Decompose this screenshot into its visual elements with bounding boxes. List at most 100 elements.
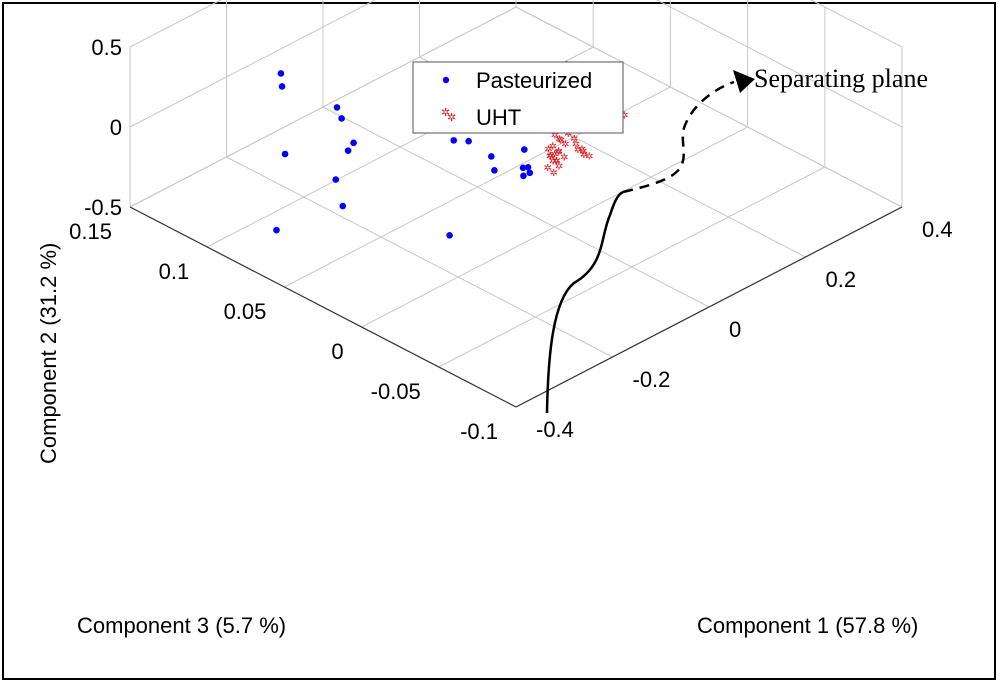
data-point-pasteurized bbox=[450, 137, 458, 144]
wall-grid-line bbox=[129, 0, 222, 48]
data-point-pasteurized bbox=[350, 139, 357, 147]
grid-lines bbox=[129, 0, 903, 408]
z-tick-label: -0.5 bbox=[84, 195, 122, 220]
data-point-uht: ✲✲ bbox=[549, 157, 563, 173]
legend-uht-marker: ✲ ✲ bbox=[441, 106, 456, 124]
data-point-pasteurized bbox=[446, 232, 453, 239]
wall-grid-line bbox=[655, 0, 903, 128]
svg-text:✲: ✲ bbox=[550, 168, 558, 179]
legend-uht-label: UHT bbox=[476, 105, 521, 130]
x-tick-label: -0.4 bbox=[536, 417, 574, 442]
svg-text:✲: ✲ bbox=[620, 110, 628, 121]
data-point-pasteurized bbox=[338, 115, 345, 122]
y-tick-label: 0.15 bbox=[69, 219, 112, 244]
data-point-pasteurized bbox=[519, 164, 527, 172]
svg-text:✲: ✲ bbox=[546, 151, 554, 162]
y-tick-label: -0.05 bbox=[371, 379, 421, 404]
svg-text:✲: ✲ bbox=[572, 139, 580, 150]
svg-text:✲: ✲ bbox=[549, 157, 557, 168]
separating-plane-line bbox=[545, 70, 755, 414]
data-point-pasteurized bbox=[277, 70, 285, 77]
svg-text:✲: ✲ bbox=[447, 111, 456, 124]
y-axis-title: Component 3 (5.7 %) bbox=[77, 613, 286, 638]
svg-text:✲: ✲ bbox=[544, 163, 552, 174]
x-axis-title: Component 1 (57.8 %) bbox=[697, 613, 918, 638]
data-point-uht: ✲✲ bbox=[546, 151, 560, 167]
svg-text:✲: ✲ bbox=[578, 144, 586, 155]
data-point-pasteurized bbox=[520, 172, 527, 180]
data-point-pasteurized bbox=[333, 104, 341, 111]
svg-text:✲: ✲ bbox=[551, 130, 559, 141]
x-tick-label: 0 bbox=[729, 317, 741, 342]
y-tick-label: 0 bbox=[331, 339, 343, 364]
svg-text:✲: ✲ bbox=[552, 156, 560, 167]
floor-grid-line bbox=[322, 106, 710, 308]
svg-text:✲: ✲ bbox=[564, 129, 572, 140]
data-point-uht: ✲✲ bbox=[555, 135, 569, 151]
svg-text:✲: ✲ bbox=[560, 152, 568, 163]
data-point-uht: ✲✲ bbox=[546, 151, 560, 167]
svg-text:✲: ✲ bbox=[555, 147, 563, 158]
legend-pasteurized-marker bbox=[442, 76, 450, 84]
data-point-pasteurized bbox=[278, 83, 286, 90]
tick-labels: -0.4 -0.2 0 0.2 0.4 -0.1 -0.05 0 0.05 0.1 0.15-0.5… bbox=[69, 35, 952, 444]
data-point-pasteurized bbox=[524, 164, 532, 171]
wall-grid-line bbox=[810, 0, 903, 48]
wall-grid-line bbox=[515, 6, 903, 208]
data-point-uht: ✲✲ bbox=[544, 163, 558, 179]
data-point-pasteurized bbox=[526, 169, 534, 177]
floor-grid-line bbox=[438, 166, 826, 368]
data-point-uht: ✲✲ bbox=[564, 129, 578, 145]
svg-text:✲: ✲ bbox=[555, 162, 563, 173]
data-point-pasteurized bbox=[491, 167, 498, 174]
svg-text:✲: ✲ bbox=[554, 147, 562, 158]
data-point-pasteurized bbox=[344, 147, 352, 154]
data-point-uht: ✲✲ bbox=[544, 145, 558, 161]
y-tick-label: 0.1 bbox=[159, 259, 190, 284]
data-point-uht: ✲✲ bbox=[572, 139, 586, 155]
data-point-uht: ✲✲ bbox=[549, 142, 563, 158]
data-point-pasteurized bbox=[339, 202, 347, 210]
wall-grid-line bbox=[129, 0, 377, 128]
y-tick-label: 0.05 bbox=[224, 299, 267, 324]
data-point-uht: ✲✲ bbox=[554, 147, 568, 163]
z-axis-title: Component 2 (31.2 %) bbox=[36, 243, 61, 464]
data-point-uht: ✲✲ bbox=[579, 147, 593, 163]
svg-text:✲: ✲ bbox=[555, 135, 563, 146]
svg-text:✲: ✲ bbox=[570, 134, 578, 145]
svg-text:✲: ✲ bbox=[580, 150, 588, 161]
legend: Pasteurized ✲ ✲ UHT bbox=[412, 61, 624, 134]
svg-text:✲: ✲ bbox=[557, 135, 565, 146]
svg-text:✲: ✲ bbox=[579, 147, 587, 158]
svg-text:✲: ✲ bbox=[549, 142, 557, 153]
z-tick-label: 0.5 bbox=[91, 35, 122, 60]
svg-text:✲: ✲ bbox=[546, 151, 554, 162]
svg-text:✲: ✲ bbox=[561, 140, 569, 151]
data-point-pasteurized bbox=[273, 226, 280, 234]
svg-text:✲: ✲ bbox=[441, 106, 450, 119]
data-point-pasteurized bbox=[332, 176, 340, 183]
svg-text:✲: ✲ bbox=[550, 150, 558, 161]
data-point-pasteurized bbox=[465, 137, 472, 145]
x-tick-label: 0.2 bbox=[826, 267, 857, 292]
floor-grid-line bbox=[226, 156, 613, 358]
wall-grid-line bbox=[129, 6, 517, 208]
separating-plane-annotation: Separating plane bbox=[754, 64, 928, 93]
y-tick-label: -0.1 bbox=[460, 419, 498, 444]
x-tick-label: -0.2 bbox=[633, 367, 671, 392]
svg-text:✲: ✲ bbox=[544, 145, 552, 156]
x-axis-line bbox=[515, 206, 903, 408]
x-tick-label: 0.4 bbox=[922, 217, 953, 242]
data-point-uht: ✲✲ bbox=[551, 130, 565, 146]
data-point-pasteurized bbox=[487, 153, 495, 160]
data-point-uht: ✲✲ bbox=[574, 145, 588, 161]
svg-text:✲: ✲ bbox=[552, 156, 560, 167]
y-axis-line bbox=[129, 206, 517, 408]
data-point-pasteurized bbox=[520, 146, 528, 153]
data-point-pasteurized bbox=[281, 150, 289, 158]
z-tick-label: 0 bbox=[110, 115, 122, 140]
svg-text:✲: ✲ bbox=[574, 145, 582, 156]
arrow-head-icon bbox=[733, 70, 755, 93]
legend-pasteurized-label: Pasteurized bbox=[476, 68, 592, 93]
